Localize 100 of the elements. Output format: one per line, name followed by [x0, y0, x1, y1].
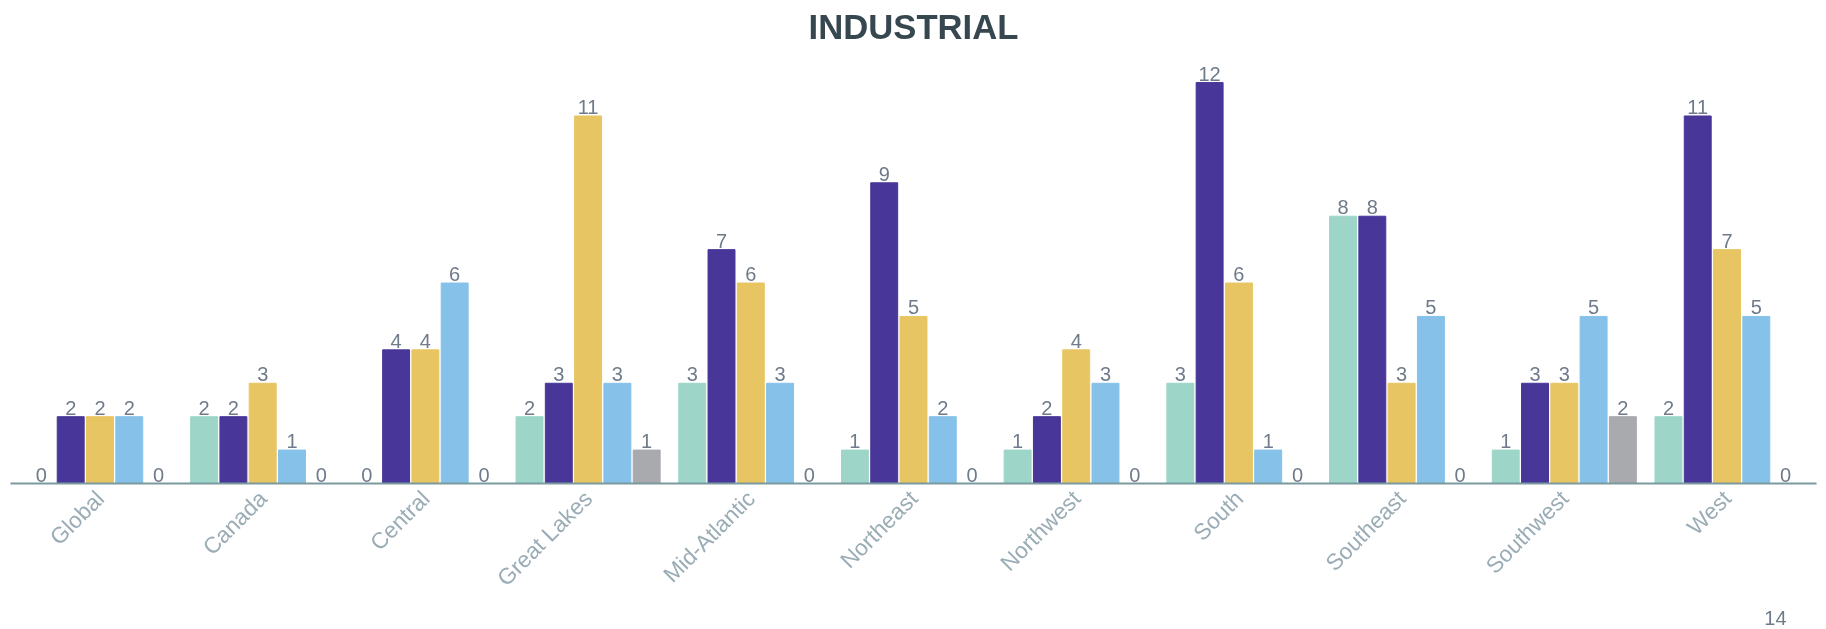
data-label: 0	[361, 463, 373, 486]
bar	[766, 382, 795, 484]
data-label: 3	[774, 363, 786, 386]
bar	[86, 416, 114, 484]
data-label: 4	[419, 329, 431, 352]
bar	[1003, 449, 1032, 484]
data-label: 0	[966, 463, 978, 486]
bar	[632, 449, 661, 484]
data-label: 0	[478, 463, 490, 486]
bar	[928, 416, 957, 484]
data-label: 2	[937, 396, 949, 419]
data-label: 8	[1366, 196, 1378, 219]
data-label: 11	[577, 95, 599, 118]
data-label: 9	[878, 162, 890, 185]
bar	[1254, 449, 1283, 484]
bar	[678, 382, 707, 484]
bar	[411, 349, 440, 484]
bar	[544, 382, 573, 484]
data-label: 0	[153, 463, 165, 486]
data-label: 2	[198, 396, 210, 419]
data-label: 3	[1529, 363, 1541, 386]
data-label: 2	[65, 396, 77, 419]
data-label: 4	[1070, 329, 1082, 352]
bar	[56, 416, 85, 484]
data-label: 0	[1129, 463, 1141, 486]
bar	[1521, 382, 1549, 484]
data-label: 6	[745, 263, 757, 286]
bar	[1091, 382, 1120, 484]
bar	[278, 449, 306, 484]
data-label: 12	[1198, 62, 1221, 85]
bar	[1329, 215, 1358, 484]
data-label: 11	[1687, 95, 1709, 118]
data-label: 1	[1012, 430, 1024, 453]
bar	[736, 282, 765, 484]
bar	[1608, 416, 1637, 484]
data-label: 0	[1291, 463, 1304, 486]
bar	[603, 382, 632, 484]
bar	[1166, 382, 1195, 484]
data-label: 3	[1099, 363, 1112, 386]
bar	[1416, 315, 1445, 484]
bar	[1195, 82, 1224, 484]
data-label: 5	[907, 296, 920, 319]
data-label: 7	[1721, 229, 1733, 252]
bar	[1032, 416, 1061, 484]
bar	[707, 249, 736, 484]
bar	[1062, 349, 1091, 484]
data-label: 8	[1337, 196, 1349, 219]
data-label: 6	[1233, 263, 1245, 286]
data-label: 7	[715, 229, 728, 252]
data-label: 2	[123, 396, 135, 419]
bar	[1742, 315, 1771, 484]
data-label: 3	[611, 363, 623, 386]
bar	[1358, 215, 1387, 484]
bar	[515, 416, 544, 484]
data-label: 2	[1617, 396, 1629, 419]
data-label: 1	[286, 430, 298, 453]
bar	[248, 382, 277, 484]
data-label: 3	[553, 363, 565, 386]
data-label: 5	[1425, 296, 1437, 319]
bar	[1713, 249, 1741, 484]
bar	[115, 416, 144, 484]
data-label: 2	[523, 396, 536, 419]
data-label: 4	[390, 329, 402, 352]
bar	[840, 449, 869, 484]
bar	[1654, 416, 1683, 484]
data-label: 3	[1558, 363, 1570, 386]
data-label: 0	[1780, 463, 1792, 486]
data-label: 6	[449, 263, 461, 286]
data-label: 0	[1454, 463, 1466, 486]
data-label: 0	[315, 463, 327, 486]
data-label: 2	[1041, 396, 1053, 419]
data-label: 5	[1750, 296, 1762, 319]
data-label: 0	[35, 463, 47, 486]
bar	[1579, 315, 1608, 484]
text: 14	[1764, 606, 1787, 629]
bar	[382, 349, 411, 484]
data-label: 3	[1174, 363, 1186, 386]
bar	[1387, 382, 1416, 484]
data-label: 1	[1262, 430, 1274, 453]
bar	[1550, 382, 1579, 484]
data-label: 2	[227, 396, 239, 419]
data-label: 2	[1662, 396, 1674, 419]
data-label: 5	[1588, 296, 1600, 319]
bar	[1224, 282, 1253, 484]
data-label: 1	[1500, 430, 1512, 453]
bar	[899, 315, 928, 484]
bar	[440, 282, 469, 484]
data-label: 3	[686, 363, 698, 386]
bar	[219, 416, 248, 484]
bar	[870, 182, 899, 484]
data-label: 3	[257, 363, 269, 386]
chart-title: INDUSTRIAL	[808, 7, 1019, 46]
bar	[574, 115, 603, 484]
data-label: 0	[803, 463, 815, 486]
data-label: 2	[94, 396, 106, 419]
bar	[1491, 449, 1520, 484]
bar	[190, 416, 219, 484]
bar	[1683, 115, 1712, 484]
data-label: 1	[641, 430, 653, 453]
data-label: 1	[849, 430, 861, 453]
